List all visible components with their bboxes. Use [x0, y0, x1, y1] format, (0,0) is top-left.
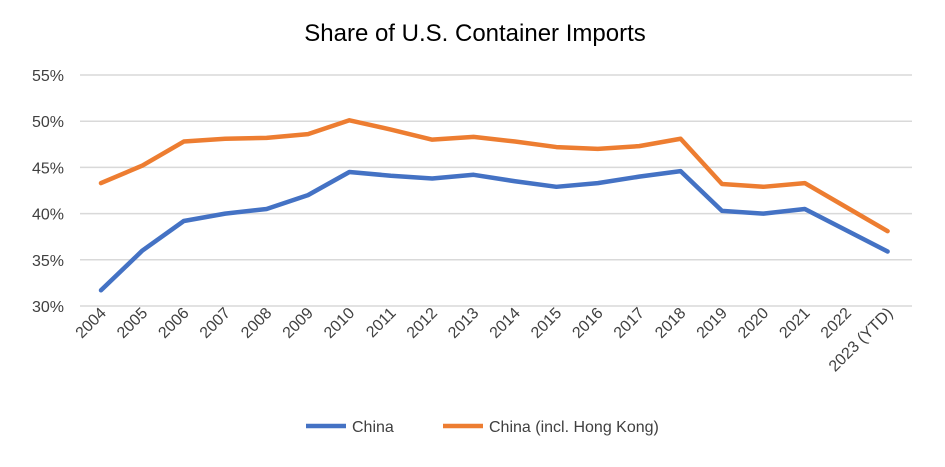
- y-tick-label: 30%: [32, 299, 64, 316]
- x-tick-label: 2012: [404, 305, 441, 342]
- series-line-china: [101, 171, 888, 290]
- y-tick-label: 45%: [32, 160, 64, 177]
- legend: China China (incl. Hong Kong): [306, 419, 659, 436]
- legend-label: China: [352, 419, 394, 436]
- gridlines: [80, 75, 912, 306]
- x-tick-label: 2008: [238, 305, 275, 342]
- y-tick-label: 55%: [32, 68, 64, 85]
- x-tick-label: 2011: [363, 305, 399, 341]
- x-tick-label: 2020: [735, 305, 772, 342]
- y-tick-label: 40%: [32, 207, 64, 224]
- x-tick-label: 2019: [694, 305, 731, 342]
- x-tick-label: 2018: [652, 305, 689, 342]
- x-tick-label: 2013: [445, 305, 482, 342]
- x-tick-label: 2010: [321, 305, 358, 342]
- x-tick-label: 2016: [569, 305, 606, 342]
- x-tick-label: 2006: [155, 305, 192, 342]
- x-tick-label: 2021: [776, 305, 813, 342]
- x-tick-label: 2009: [280, 305, 317, 342]
- y-axis: 30% 35% 40% 45% 50% 55%: [32, 68, 64, 316]
- x-tick-label: 2017: [611, 305, 648, 342]
- x-tick-label: 2005: [114, 305, 151, 342]
- x-tick-label: 2004: [73, 305, 110, 342]
- x-tick-label: 2007: [197, 305, 234, 342]
- series-lines: [101, 120, 888, 290]
- chart-title: Share of U.S. Container Imports: [304, 20, 645, 47]
- x-tick-label: 2015: [528, 305, 565, 342]
- x-tick-label: 2022: [818, 305, 855, 342]
- y-tick-label: 50%: [32, 114, 64, 131]
- legend-label: China (incl. Hong Kong): [489, 419, 659, 436]
- x-tick-label: 2014: [487, 305, 524, 342]
- y-tick-label: 35%: [32, 253, 64, 270]
